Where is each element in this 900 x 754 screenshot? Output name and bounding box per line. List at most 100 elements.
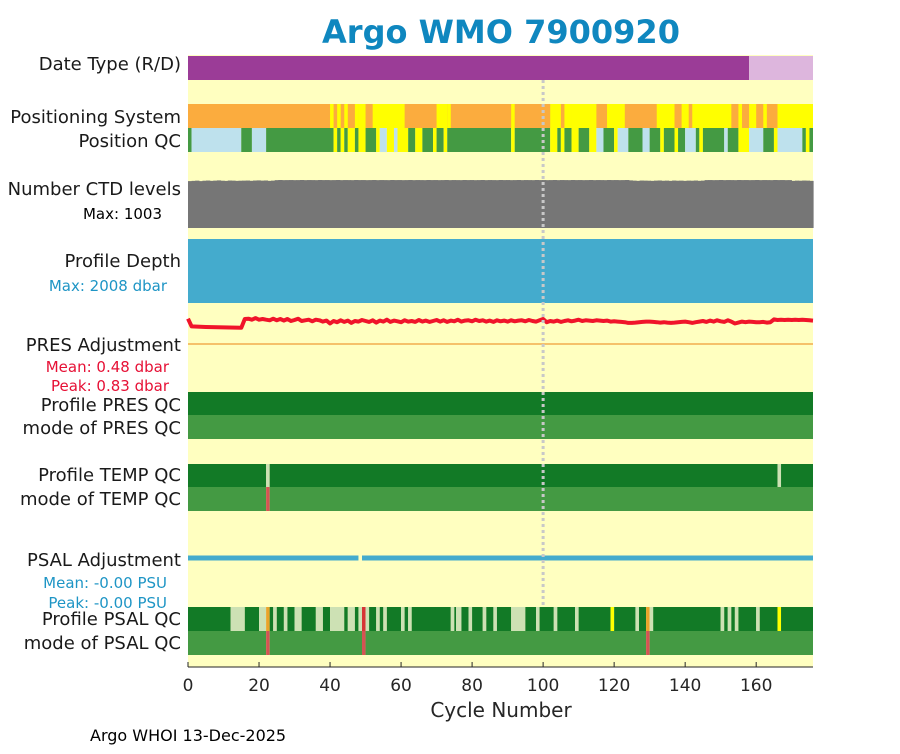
ctd-level-bar [281,180,287,228]
x-tick-label: 120 [598,676,630,696]
positioning-system-segment [447,104,451,128]
pres-adjustment-line [186,316,814,330]
position-qc-bar-segment [386,128,394,152]
profile-psal-qc-bar-segment [301,607,316,631]
profile-psal-qc-bar-segment [653,607,721,631]
profile-psal-qc-bar-segment [468,607,473,631]
profile-psal-qc-bar-segment [575,607,579,631]
position-qc-bar-segment [589,128,597,152]
profile-psal-qc-bar-segment [610,607,615,631]
ctd-level-bar [646,180,652,228]
profile-psal-qc-bar-segment [720,607,725,631]
profile-psal-qc-bar-segment [646,607,650,631]
x-tick-label: 40 [319,676,341,696]
position-qc-bar-segment [695,128,700,152]
ctd-level-bar [523,180,529,228]
ctd-level-bar [365,180,370,228]
ctd-level-bar [411,180,417,228]
ctd-level-bar [758,180,764,228]
x-tick-label: 140 [669,676,701,696]
ctd-level-bar [740,180,745,228]
profile-psal-qc-bar-segment [344,607,348,631]
ctd-level-bar [462,180,467,228]
ctd-level-bar [632,180,637,228]
profile-psal-qc-bar-segment [379,607,384,631]
profile-psal-qc-bar-segment [358,607,363,631]
profile-psal-qc-bar-segment [756,607,760,631]
plot-area [186,55,814,667]
label-mode-psal-qc: mode of PSAL QC [24,633,181,654]
position-qc-bar-segment [191,128,242,152]
ctd-level-bar [693,180,698,228]
ctd-level-bar [798,180,803,228]
profile-psal-qc-bar-segment [738,607,757,631]
ctd-level-bar [635,180,641,228]
ctd-level-bar [690,180,695,228]
label-pres-adjustment: PRES Adjustment [26,335,181,356]
position-qc-bar-segment [266,128,334,152]
profile-psal-qc-bar-segment [781,607,813,631]
ctd-level-bar [350,180,355,228]
ctd-level-bar [448,180,453,228]
positioning-system-segment [777,104,813,128]
ctd-level-bar [274,180,279,228]
ctd-level-bar [780,180,785,228]
ctd-level-bar [708,180,713,228]
profile-psal-qc-bar-segment [408,607,412,631]
profile-psal-qc-bar-segment [493,607,497,631]
ctd-level-bar [390,180,395,228]
profile-temp-qc-bar-segment [269,464,778,487]
mode-psal-qc-bar-segment [266,631,270,655]
ctd-level-bar [744,180,749,228]
ctd-level-bar [509,180,514,228]
position-qc-bar-segment [251,128,267,152]
profile-psal-qc-bar-segment [557,607,576,631]
ctd-level-bar [466,180,471,228]
date-type-bar [188,56,813,80]
positioning-system-segment [763,104,767,128]
ctd-level-bar [794,180,800,228]
profile-psal-qc-bar-segment [649,607,654,631]
ctd-level-bar [567,180,572,228]
profile-psal-qc-bar-segment [401,607,405,631]
position-qc-bar-segment [365,128,377,152]
position-qc-bar-segment [560,128,565,152]
profile-psal-qc-bar-segment [188,607,231,631]
label-profile-psal-qc: Profile PSAL QC [42,609,181,630]
ctd-level-bar [303,180,308,228]
position-qc-bar-segment [393,128,398,152]
positioning-system-segment [511,104,515,128]
mode-pres-qc-bar-segment [188,415,813,439]
position-qc-bar-segment [628,128,643,152]
x-tick-label: 0 [183,676,194,696]
profile-psal-qc-bar-segment [273,607,277,631]
ctd-level-bar [592,180,597,228]
ctd-level-bar [805,180,810,228]
date-type-bar-segment [188,56,750,80]
ctd-level-bar [578,180,583,228]
ctd-level-bar [437,180,442,228]
profile-psal-qc-bar-segment [472,607,483,631]
mode-psal-qc-bar [188,631,813,655]
positioning-system-segment [354,104,359,128]
profile-psal-qc-bar-segment [450,607,455,631]
ctd-level-bar [375,180,381,228]
ctd-level-bar [505,180,511,228]
ctd-level-bar [596,180,601,228]
profile-psal-qc-bar-segment [759,607,778,631]
ctd-level-bar [206,180,211,228]
x-tick-label: 100 [527,676,559,696]
ctd-level-bar [776,180,782,228]
x-tick-label: 80 [461,676,483,696]
position-qc-bar-segment [376,128,380,152]
ctd-level-bar [715,180,720,228]
ctd-level-bar [621,180,626,228]
label-positioning-system: Positioning System [10,107,181,128]
ctd-level-bar [484,180,489,228]
mode-psal-qc-bar-segment [362,631,366,655]
ctd-level-bar [296,180,301,228]
ctd-level-bar [325,180,330,228]
positioning-system-bar [188,104,813,128]
profile-psal-qc-bar-segment [454,607,457,631]
ctd-level-bar [769,180,774,228]
